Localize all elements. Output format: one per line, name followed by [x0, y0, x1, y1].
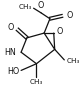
Text: O: O: [37, 1, 43, 10]
Text: CH₃: CH₃: [18, 4, 32, 10]
Text: HN: HN: [5, 48, 16, 57]
Text: CH₃: CH₃: [66, 58, 80, 64]
Text: HO: HO: [7, 67, 19, 76]
Text: O: O: [57, 27, 63, 36]
Text: O: O: [66, 11, 73, 20]
Text: O: O: [7, 23, 13, 32]
Text: CH₃: CH₃: [30, 79, 43, 85]
